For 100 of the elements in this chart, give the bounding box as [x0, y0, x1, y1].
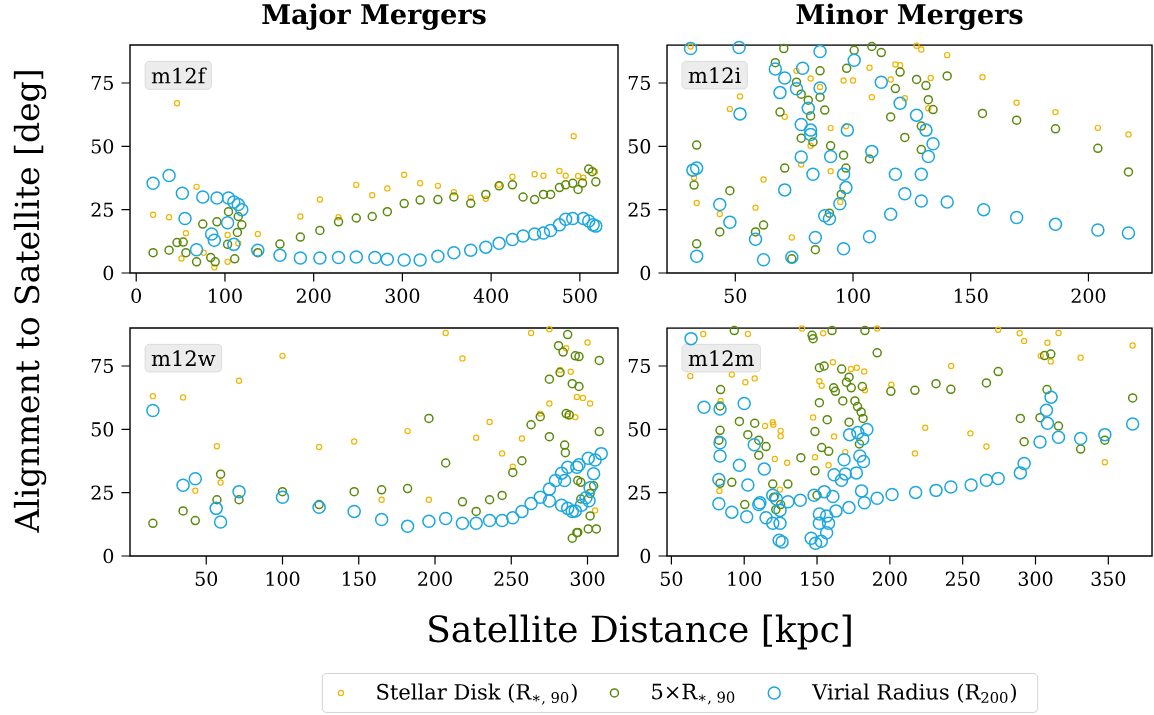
point	[235, 240, 242, 247]
point	[776, 486, 784, 493]
y-tick-label: 0	[103, 548, 114, 564]
point	[801, 101, 816, 116]
point	[148, 247, 158, 258]
point	[793, 67, 800, 75]
point	[455, 516, 470, 531]
point	[213, 443, 221, 450]
y-tick-label: 50	[628, 422, 651, 437]
point	[482, 513, 497, 528]
point	[584, 339, 591, 346]
point	[469, 516, 483, 531]
point	[798, 325, 806, 332]
point	[923, 94, 934, 105]
point	[1129, 342, 1136, 349]
point	[181, 247, 191, 258]
point	[777, 183, 792, 197]
point	[335, 214, 342, 221]
point	[795, 61, 810, 76]
point	[791, 77, 802, 87]
point	[149, 392, 157, 400]
point	[824, 208, 835, 218]
point	[232, 227, 243, 238]
y-tick-label: 50	[91, 422, 114, 437]
point	[235, 202, 249, 217]
point	[823, 149, 838, 164]
point	[825, 462, 832, 469]
point	[798, 161, 805, 168]
point	[914, 194, 929, 208]
x-tick-label: 250	[494, 571, 529, 586]
point	[830, 433, 838, 440]
point	[533, 490, 547, 504]
point	[567, 533, 578, 544]
point	[570, 351, 581, 361]
point	[217, 479, 224, 486]
point	[803, 127, 818, 142]
point	[515, 504, 529, 519]
x-tick-label: 250	[945, 571, 980, 586]
point	[687, 372, 694, 380]
point	[777, 71, 792, 85]
point	[768, 62, 783, 76]
point	[827, 167, 834, 175]
point	[546, 400, 553, 407]
y-tick-label: 50	[91, 139, 114, 154]
point	[492, 236, 506, 251]
point	[190, 515, 201, 526]
point	[796, 133, 806, 143]
point	[331, 250, 346, 265]
point	[888, 381, 895, 388]
point	[433, 194, 443, 205]
point	[178, 211, 192, 226]
x-axis-title: Satellite Distance [kpc]	[429, 614, 851, 650]
point	[725, 185, 735, 196]
point	[507, 180, 518, 190]
point	[1050, 124, 1061, 134]
point	[813, 81, 827, 95]
point	[779, 163, 790, 173]
point	[947, 362, 955, 370]
point	[413, 253, 427, 267]
point	[182, 230, 190, 237]
point	[1048, 217, 1063, 232]
point	[942, 71, 952, 81]
point	[588, 481, 599, 491]
point	[586, 400, 594, 407]
point	[896, 62, 904, 69]
point	[222, 239, 233, 250]
point	[212, 217, 222, 227]
point	[552, 218, 567, 232]
y-tick-label: 75	[628, 358, 650, 374]
point	[583, 481, 597, 495]
point	[542, 494, 557, 508]
point	[836, 189, 846, 200]
point	[529, 194, 540, 205]
point	[777, 432, 784, 440]
point	[223, 206, 234, 217]
point	[1016, 330, 1023, 337]
point	[815, 92, 825, 102]
y-tick-label: 50	[628, 139, 651, 154]
x-tick-label: 100	[837, 288, 870, 303]
y-tick-label: 25	[628, 202, 650, 217]
y-tick-label: 25	[91, 202, 113, 217]
point	[200, 249, 207, 256]
point	[586, 466, 601, 481]
point	[760, 176, 767, 183]
point	[940, 195, 954, 209]
point	[400, 171, 408, 178]
point	[557, 473, 572, 488]
point	[803, 95, 814, 105]
point	[213, 515, 228, 529]
point	[805, 111, 816, 121]
point	[715, 227, 725, 237]
point	[591, 524, 602, 534]
point	[580, 174, 587, 181]
point	[840, 123, 855, 137]
point	[382, 206, 393, 217]
point	[149, 211, 157, 218]
point	[178, 237, 188, 247]
point	[312, 500, 326, 515]
point	[775, 107, 785, 117]
legend-label: Virial Radius (R$_{200}$)	[812, 683, 1016, 704]
